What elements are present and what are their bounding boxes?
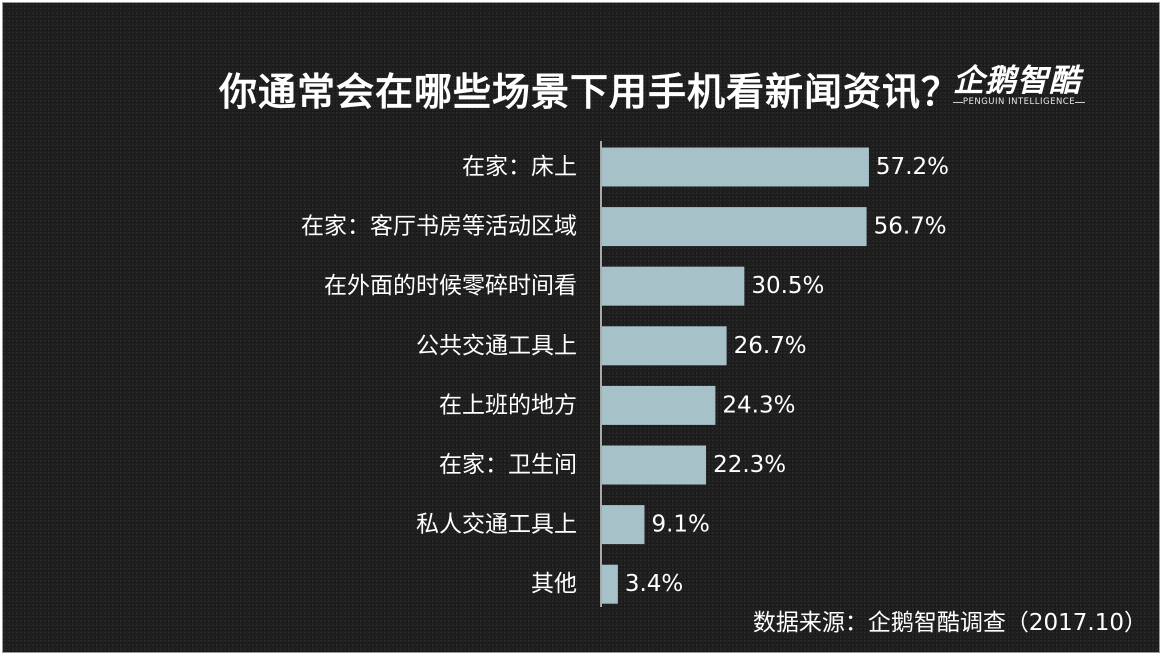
category-label: 其他 [531,571,577,597]
logo-wordmark: 企鹅智酷 [953,63,1081,99]
data-label: 24.3% [722,392,795,418]
category-label: 在上班的地方 [439,392,577,418]
penguin-intelligence-logo: 企鹅智酷 PENGUIN INTELLIGENCE [953,55,1085,113]
category-label: 在外面的时候零碎时间看 [324,273,577,299]
data-label: 57.2% [876,154,949,180]
data-label: 26.7% [734,333,807,359]
category-label: 在家：客厅书房等活动区域 [301,214,577,240]
chart-title: 你通常会在哪些场景下用手机看新闻资讯？ [219,70,961,114]
category-label: 私人交通工具上 [416,512,577,538]
logo-subtitle-row: PENGUIN INTELLIGENCE [953,97,1085,109]
data-label: 3.4% [625,571,683,597]
bar [602,445,707,485]
bar [602,326,727,366]
category-label: 公共交通工具上 [416,333,577,359]
data-label: 22.3% [713,452,786,478]
bar [602,505,645,545]
category-label: 在家：床上 [462,154,577,180]
bar [602,266,745,306]
category-label: 在家：卫生间 [439,452,577,478]
bar [602,147,869,187]
logo-subtitle: PENGUIN INTELLIGENCE [962,97,1076,107]
logo-rule-left [953,102,963,103]
bar [602,385,716,425]
logo-rule-right [1075,102,1085,103]
data-label: 9.1% [651,512,709,538]
data-label: 30.5% [751,273,824,299]
bar-chart: 在家：床上 57.2% 在家：客厅书房等活动区域 56.7% 在外面的时候零碎时间看 30… [301,141,949,607]
data-source-note: 数据来源：企鹅智酷调查（2017.10） [752,610,1147,636]
data-label: 56.7% [874,214,947,240]
bar [602,207,867,247]
bar [602,564,618,604]
